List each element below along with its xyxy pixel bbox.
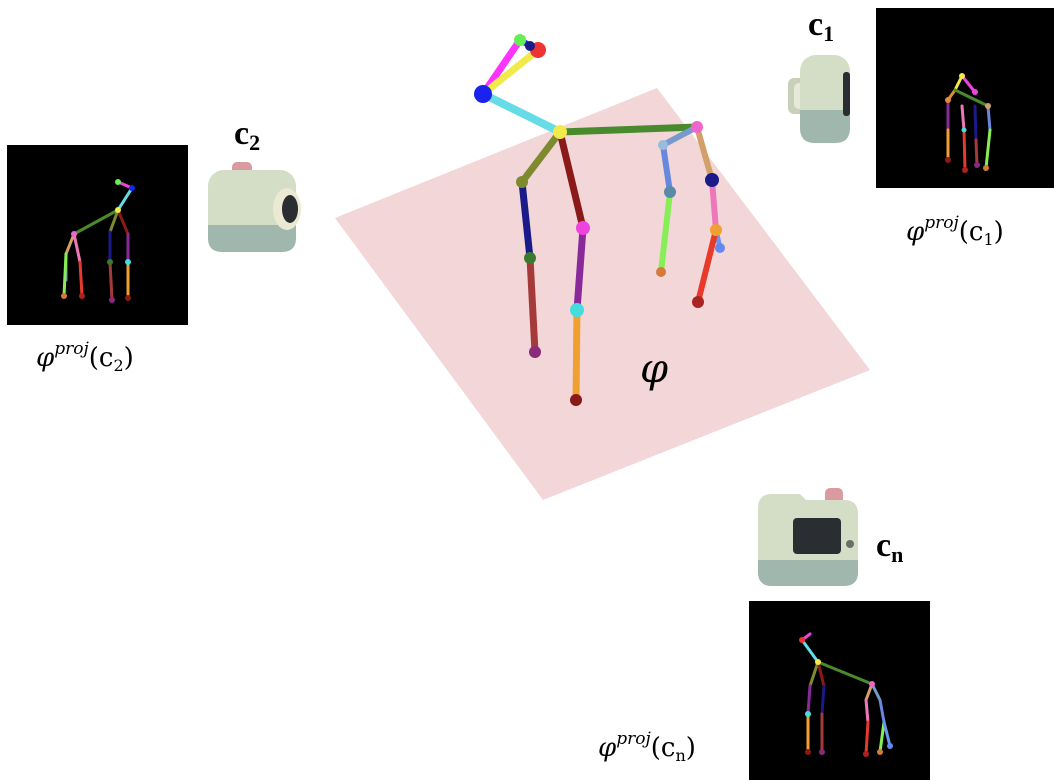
camera-c2-icon — [208, 162, 301, 252]
ground-plane — [335, 88, 870, 500]
camera-cn-icon — [758, 488, 858, 586]
projection-thumbnail-cn — [749, 601, 930, 780]
projection-label-cn: φproj(cn) — [598, 729, 696, 765]
projection-label-c1: φproj(c1) — [906, 213, 1004, 249]
camera-c1-label: c1 — [808, 6, 834, 46]
projection-thumbnail-c2 — [7, 145, 188, 325]
camera-cn-label: cn — [876, 527, 903, 567]
projection-thumbnail-c1 — [876, 8, 1054, 188]
camera-c1-icon — [788, 55, 850, 143]
main-skeleton — [474, 34, 725, 406]
scene-symbol: φ — [640, 346, 668, 392]
projection-label-c2: φproj(c2) — [36, 339, 134, 375]
camera-c2-label: c2 — [234, 115, 260, 155]
